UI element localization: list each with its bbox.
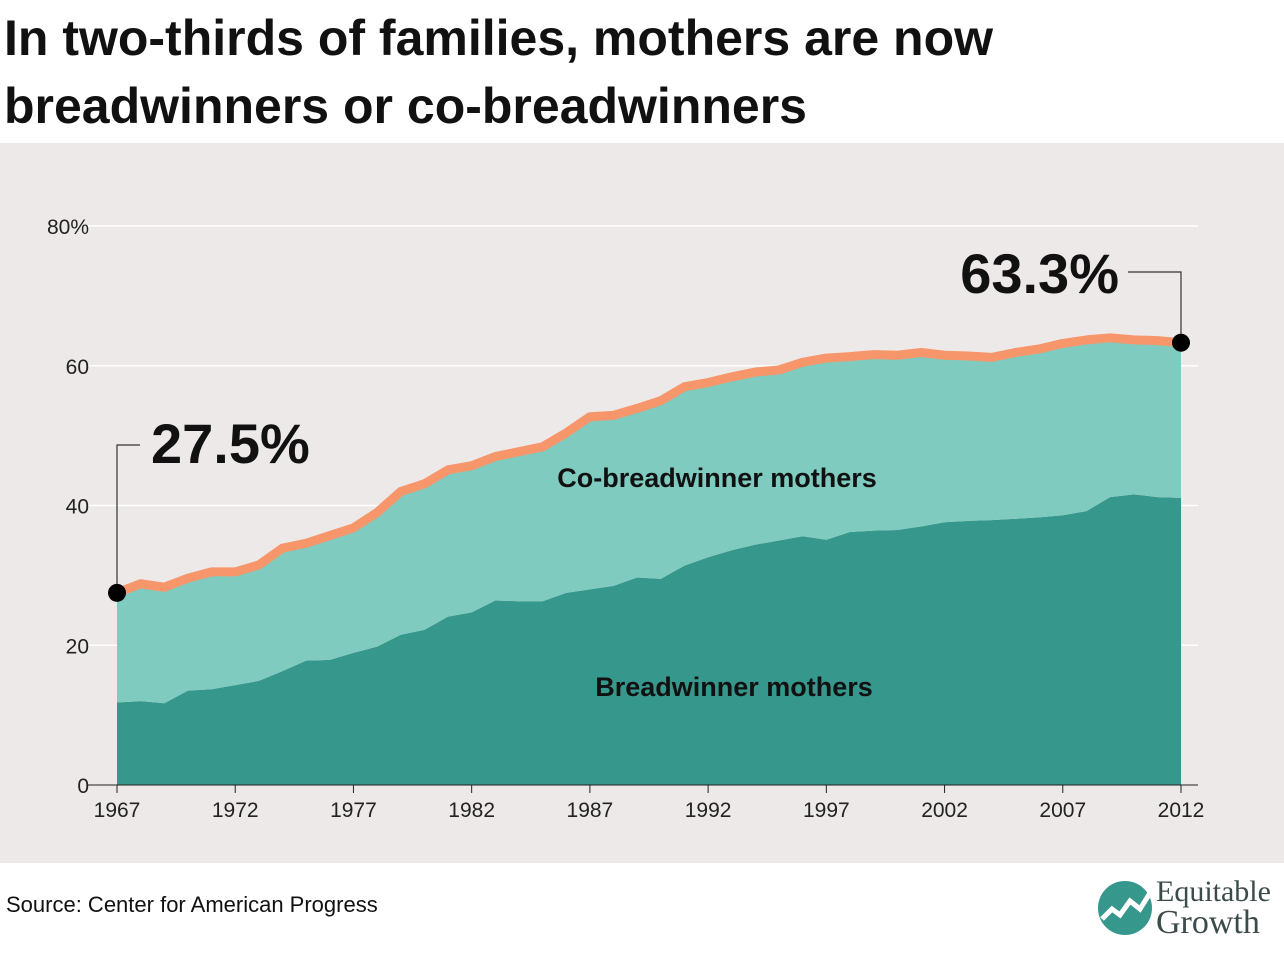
x-tick-label: 1967	[94, 799, 141, 822]
x-tick-label: 1997	[803, 799, 850, 822]
annotation-label-end: 63.3%	[960, 242, 1119, 305]
annotation-leader-end	[1128, 271, 1182, 343]
breadwinner-area-label: Breadwinner mothers	[595, 672, 873, 702]
total-line	[115, 333, 1182, 598]
x-tick-label: 1977	[330, 799, 377, 822]
label-layer: Co-breadwinner mothers Breadwinner mother…	[557, 463, 877, 702]
chart-title-line-1: In two-thirds of families, mothers are n…	[4, 10, 994, 66]
co-breadwinner-area	[117, 337, 1181, 704]
annotation-label-start: 27.5%	[151, 412, 310, 475]
logo-line-2: Growth	[1156, 904, 1260, 941]
breadwinner-area	[117, 494, 1181, 785]
logo-line-1: Equitable	[1156, 875, 1271, 908]
x-tick-label: 1982	[448, 799, 495, 822]
x-tick-label: 1972	[212, 799, 259, 822]
x-tick-label: 2007	[1039, 799, 1086, 822]
annotation-leader-start	[116, 444, 140, 593]
x-tick-label: 2012	[1158, 799, 1205, 822]
annotation-layer: 27.5% 63.3%	[108, 242, 1190, 602]
equitable-growth-logo-icon	[1098, 881, 1153, 935]
annotation-dot-end	[1172, 333, 1190, 352]
y-tick-label: 80%	[47, 216, 89, 239]
y-tick-label: 20	[66, 635, 89, 658]
co-breadwinner-area-label: Co-breadwinner mothers	[557, 463, 877, 493]
y-tick-label: 40	[66, 496, 89, 519]
chart-title: In two-thirds of families, mothers are n…	[4, 4, 1274, 140]
x-tick-label: 1992	[685, 799, 732, 822]
source-note: Source: Center for American Progress	[6, 892, 378, 917]
y-tick-label: 0	[77, 775, 89, 798]
axis-layer: 0 20 40 60 80% 1967 1972 1977 1982 1987 1992 1997 20…	[47, 216, 1204, 822]
x-tick-label: 2002	[921, 799, 968, 822]
y-tick-label: 60	[66, 356, 89, 379]
stacked-area-chart: 0 20 40 60 80% 1967 1972 1977 1982 1987 1992 1997 20…	[47, 216, 1204, 822]
annotation-dot-start	[108, 583, 126, 602]
logo-wordmark: Equitable Growth	[1156, 875, 1271, 941]
area-layer	[115, 333, 1182, 785]
chart-title-line-2: breadwinners or co-breadwinners	[4, 78, 807, 134]
equitable-growth-logo: Equitable Growth	[1096, 877, 1282, 941]
x-tick-label: 1987	[567, 799, 614, 822]
